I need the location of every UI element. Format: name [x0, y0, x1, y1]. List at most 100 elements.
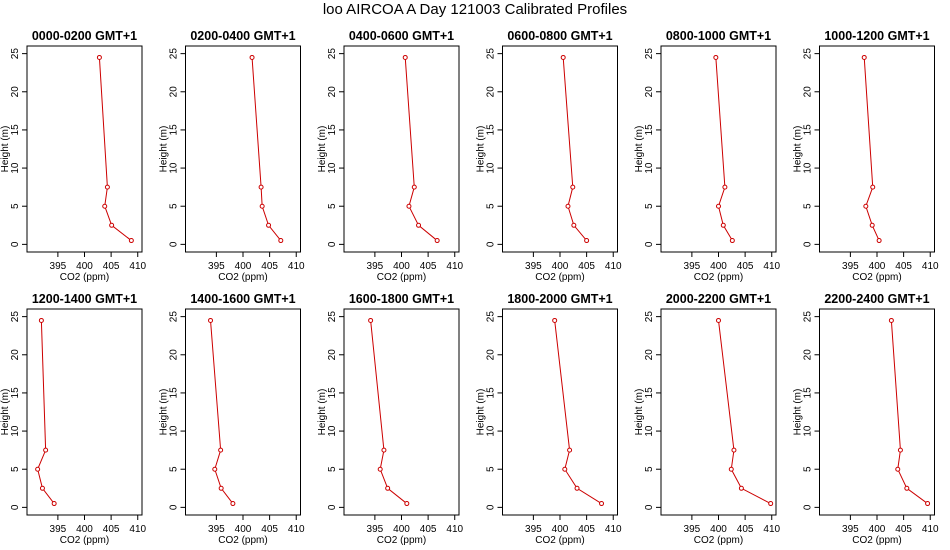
plot-frame [819, 308, 935, 516]
x-tick-label: 400 [710, 261, 727, 272]
x-axis-label: CO2 (ppm) [218, 535, 267, 546]
chart-panel: 0400-0600 GMT+1 395 400 405 410 CO2 (ppm) 0 5 10… [317, 29, 464, 283]
x-axis-label: CO2 (ppm) [535, 535, 584, 546]
y-tick-label: 20 [644, 86, 655, 98]
chart-panel: 2200-2400 GMT+1 395 400 405 410 CO2 (ppm) 0 5 10… [793, 292, 940, 546]
y-tick-label: 25 [169, 48, 180, 60]
x-tick-label: 410 [922, 524, 939, 535]
y-tick-label: 0 [327, 504, 338, 510]
profile-line [554, 320, 602, 504]
y-tick-label: 15 [327, 124, 338, 136]
x-tick-label: 410 [605, 524, 622, 535]
x-tick-label: 410 [288, 261, 305, 272]
y-tick-label: 15 [644, 124, 655, 136]
x-tick-label: 395 [50, 524, 67, 535]
y-tick-label: 5 [644, 466, 655, 472]
x-tick-label: 410 [446, 524, 463, 535]
y-tick-label: 25 [327, 48, 338, 60]
data-point [39, 485, 45, 491]
x-tick-label: 400 [869, 524, 886, 535]
y-tick-label: 10 [644, 425, 655, 437]
profile-line [404, 57, 438, 241]
profile-line [562, 57, 588, 241]
x-tick-label: 400 [869, 261, 886, 272]
chart-title: 0400-0600 GMT+1 [349, 29, 454, 43]
data-point [434, 238, 440, 244]
y-axis-label: Height (m) [159, 126, 170, 173]
chart-title: 1400-1600 GMT+1 [190, 292, 295, 306]
y-tick-label: 25 [10, 311, 21, 323]
profile-line [890, 320, 928, 504]
y-tick-label: 25 [10, 48, 21, 60]
data-point [377, 466, 383, 472]
page-title: loo AIRCOA A Day 121003 Calibrated Profi… [322, 1, 628, 18]
y-tick-label: 5 [169, 466, 180, 472]
y-tick-label: 0 [644, 241, 655, 247]
profile-line [251, 57, 282, 241]
data-point [895, 466, 901, 472]
data-point [128, 238, 134, 244]
y-tick-label: 0 [644, 504, 655, 510]
y-axis-label: Height (m) [793, 126, 804, 173]
x-tick-label: 395 [842, 524, 859, 535]
data-point [35, 466, 41, 472]
y-axis-label: Height (m) [0, 389, 11, 436]
y-tick-label: 10 [803, 162, 814, 174]
x-tick-label: 400 [552, 524, 569, 535]
data-point [904, 485, 910, 491]
x-tick-label: 400 [710, 524, 727, 535]
y-axis-label: Height (m) [476, 389, 487, 436]
data-point [411, 184, 417, 190]
x-tick-label: 400 [235, 261, 252, 272]
chart-panel: 1200-1400 GMT+1 395 400 405 410 CO2 (ppm) 0 5 10… [0, 292, 147, 546]
y-tick-label: 25 [327, 311, 338, 323]
y-tick-label: 25 [169, 311, 180, 323]
data-point [259, 203, 265, 209]
data-point [368, 317, 374, 323]
x-tick-label: 410 [129, 261, 146, 272]
data-point [567, 447, 573, 453]
chart-title: 1600-1800 GMT+1 [349, 292, 454, 306]
x-tick-label: 410 [922, 261, 939, 272]
y-tick-label: 25 [486, 48, 497, 60]
x-tick-label: 395 [842, 261, 859, 272]
data-point [870, 184, 876, 190]
x-tick-label: 395 [208, 524, 225, 535]
y-tick-label: 5 [327, 466, 338, 472]
y-tick-label: 5 [169, 203, 180, 209]
y-tick-label: 25 [644, 311, 655, 323]
x-tick-label: 395 [208, 261, 225, 272]
data-point [570, 184, 576, 190]
y-tick-label: 0 [169, 241, 180, 247]
data-point [716, 203, 721, 209]
y-tick-label: 20 [169, 349, 180, 361]
data-point [713, 54, 719, 60]
y-tick-label: 15 [486, 387, 497, 399]
data-point [109, 222, 115, 228]
y-tick-label: 10 [327, 425, 338, 437]
data-point [38, 317, 44, 323]
data-point [876, 238, 882, 244]
y-tick-label: 0 [327, 241, 338, 247]
data-point [565, 203, 571, 209]
y-axis-label: Height (m) [476, 126, 487, 173]
x-tick-label: 395 [367, 261, 384, 272]
chart-title: 1800-2000 GMT+1 [507, 292, 612, 306]
x-axis-label: CO2 (ppm) [377, 272, 426, 283]
data-point [218, 447, 224, 453]
y-tick-label: 10 [803, 425, 814, 437]
chart-title: 0000-0200 GMT+1 [32, 29, 137, 43]
x-tick-label: 395 [525, 524, 542, 535]
x-tick-label: 395 [50, 261, 67, 272]
data-point [728, 466, 734, 472]
y-tick-label: 20 [10, 349, 21, 361]
y-tick-label: 20 [803, 86, 814, 98]
chart-panel: 1800-2000 GMT+1 395 400 405 410 CO2 (ppm) 0 5 10… [476, 292, 623, 546]
y-tick-label: 0 [803, 241, 814, 247]
profile-line [715, 57, 733, 241]
y-tick-label: 10 [10, 425, 21, 437]
y-tick-label: 15 [486, 124, 497, 136]
data-point [731, 447, 737, 453]
x-tick-label: 405 [261, 261, 278, 272]
